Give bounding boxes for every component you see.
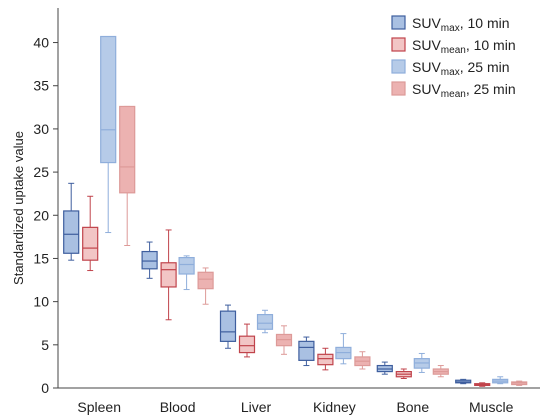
category-group-spleen xyxy=(63,35,136,272)
category-group-blood xyxy=(141,229,214,321)
legend-label-suffix: , 25 min xyxy=(460,59,510,75)
box-spleen-series-3 xyxy=(100,35,117,234)
legend-item-3: SUVmax, 25 min xyxy=(391,59,510,78)
iqr-box xyxy=(119,105,136,194)
box-liver-series-1 xyxy=(219,304,237,349)
box-blood-series-4 xyxy=(197,267,214,305)
box-spleen-series-1 xyxy=(63,182,80,261)
boxes-layer xyxy=(63,35,528,387)
y-tick-label: 15 xyxy=(33,250,49,266)
y-tick-label: 0 xyxy=(41,380,49,396)
iqr-box xyxy=(317,353,334,366)
category-group-liver xyxy=(219,304,293,358)
box-kidney-series-3 xyxy=(335,333,352,365)
box-muscle-series-1 xyxy=(455,378,472,385)
box-bone-series-2 xyxy=(395,368,412,379)
iqr-box xyxy=(141,250,158,270)
legend-label-base: SUV xyxy=(412,81,441,97)
iqr-box xyxy=(298,340,315,361)
box-bone-series-3 xyxy=(413,352,430,373)
y-tick-label: 10 xyxy=(33,294,49,310)
box-liver-series-4 xyxy=(275,325,293,355)
y-axis-title: Standardized uptake value xyxy=(11,131,26,285)
legend-label: SUVmax, 25 min xyxy=(412,59,510,78)
y-tick-label: 40 xyxy=(33,35,49,51)
box-blood-series-1 xyxy=(141,241,158,279)
iqr-box xyxy=(197,271,214,290)
box-bone-series-4 xyxy=(432,365,449,378)
legend-label-suffix: , 25 min xyxy=(466,81,516,97)
iqr-box xyxy=(63,210,80,254)
legend-label: SUVmax, 10 min xyxy=(412,15,510,34)
y-tick-label: 35 xyxy=(33,78,49,94)
legend-item-1: SUVmax, 10 min xyxy=(391,15,510,34)
legend-label-subscript: max xyxy=(441,23,460,34)
legend-swatch xyxy=(391,37,406,52)
legend-label-base: SUV xyxy=(412,37,441,53)
category-group-kidney xyxy=(298,333,371,371)
box-liver-series-3 xyxy=(256,309,274,334)
legend-label-base: SUV xyxy=(412,59,441,75)
box-muscle-series-3 xyxy=(492,376,509,385)
y-ticks-layer: 0 5 10 15 20 25 30 35 40 xyxy=(33,35,58,396)
box-kidney-series-4 xyxy=(354,351,371,370)
box-spleen-series-4 xyxy=(119,105,136,246)
iqr-box xyxy=(100,35,117,164)
box-kidney-series-1 xyxy=(298,336,315,367)
legend-label-subscript: mean xyxy=(441,89,466,100)
legend-label: SUVmean, 25 min xyxy=(412,81,516,100)
axes-layer xyxy=(57,8,540,389)
box-blood-series-3 xyxy=(178,255,195,291)
category-group-muscle xyxy=(455,376,528,387)
iqr-box xyxy=(160,262,177,288)
iqr-box xyxy=(238,335,256,354)
legend-swatch xyxy=(391,81,406,96)
category-label-spleen: Spleen xyxy=(77,399,121,415)
y-tick-label: 20 xyxy=(33,207,49,223)
legend-label-suffix: , 10 min xyxy=(466,37,516,53)
category-label-muscle: Muscle xyxy=(469,399,514,415)
category-label-kidney: Kidney xyxy=(313,399,356,415)
legend-swatch xyxy=(391,15,406,30)
box-bone-series-1 xyxy=(376,361,393,375)
box-spleen-series-2 xyxy=(82,195,99,272)
category-labels-layer: Spleen Blood Liver Kidney Bone Muscle xyxy=(77,399,513,415)
box-kidney-series-2 xyxy=(317,347,334,371)
iqr-box xyxy=(82,226,99,261)
box-liver-series-2 xyxy=(238,323,256,358)
legend-swatch xyxy=(391,59,406,74)
iqr-box xyxy=(178,256,195,275)
legend-label-subscript: max xyxy=(441,67,460,78)
legend-item-4: SUVmean, 25 min xyxy=(391,81,516,100)
legend-label-subscript: mean xyxy=(441,45,466,56)
iqr-box xyxy=(256,313,274,330)
y-tick-label: 5 xyxy=(41,337,49,353)
legend-label-base: SUV xyxy=(412,15,441,31)
category-label-liver: Liver xyxy=(241,399,272,415)
legend-item-2: SUVmean, 10 min xyxy=(391,37,516,56)
category-group-bone xyxy=(376,352,449,379)
legend-label-suffix: , 10 min xyxy=(460,15,510,31)
y-tick-label: 30 xyxy=(33,121,49,137)
legend-label: SUVmean, 10 min xyxy=(412,37,516,56)
box-blood-series-2 xyxy=(160,229,177,321)
iqr-box xyxy=(219,310,237,342)
box-muscle-series-4 xyxy=(511,380,528,386)
category-label-blood: Blood xyxy=(160,399,196,415)
y-tick-label: 25 xyxy=(33,164,49,180)
category-label-bone: Bone xyxy=(396,399,429,415)
box-muscle-series-2 xyxy=(474,382,491,387)
